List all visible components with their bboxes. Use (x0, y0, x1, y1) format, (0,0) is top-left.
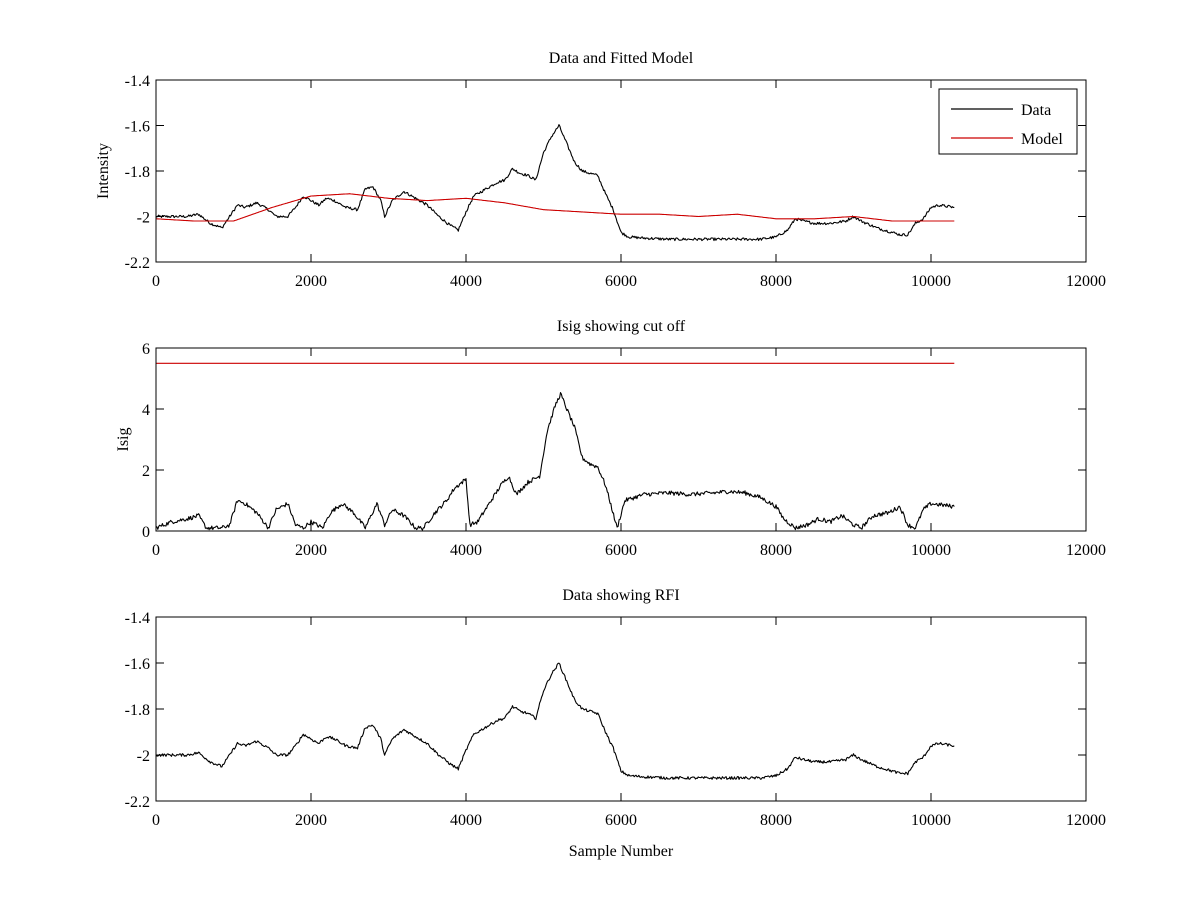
series-group (156, 662, 955, 780)
x-tick-label: 6000 (605, 812, 637, 829)
x-tick-label: 4000 (450, 812, 482, 829)
x-axis-label: Sample Number (569, 843, 674, 860)
legend: Data Model (938, 88, 1078, 155)
x-tick-label: 4000 (450, 273, 482, 290)
x-tick-label: 2000 (295, 812, 327, 829)
x-tick-label: 8000 (760, 542, 792, 559)
x-tick-label: 2000 (295, 542, 327, 559)
x-tick-label: 12000 (1066, 542, 1106, 559)
x-tick-label: 8000 (760, 812, 792, 829)
y-tick-label: 6 (142, 341, 150, 358)
series-line-1 (156, 662, 955, 780)
panel-title: Data and Fitted Model (549, 50, 694, 67)
series-line-data (156, 124, 955, 242)
y-tick-label: -1.6 (125, 656, 150, 673)
y-axis-label: Intensity (95, 143, 112, 199)
legend-label-model: Model (1021, 131, 1063, 148)
x-tick-label: 10000 (911, 812, 951, 829)
x-tick-label: 0 (152, 542, 160, 559)
x-tick-label: 6000 (605, 273, 637, 290)
y-tick-label: -1.4 (125, 73, 150, 90)
y-tick-label: -2.2 (125, 255, 150, 272)
x-tick-label: 4000 (450, 542, 482, 559)
x-tick-label: 0 (152, 273, 160, 290)
x-tick-label: 12000 (1066, 273, 1106, 290)
x-tick-label: 0 (152, 812, 160, 829)
y-tick-label: 2 (142, 463, 150, 480)
series-group (156, 362, 955, 531)
panel-title: Isig showing cut off (557, 318, 686, 335)
y-tick-label: 4 (142, 402, 150, 419)
panels: 0 2000 4000 6000 8000 10000 12000-2.2-2-1.8-1.… (95, 50, 1106, 860)
y-tick-label: -2 (137, 210, 150, 227)
series-line-1 (156, 392, 955, 531)
panel-3: 0 2000 4000 6000 8000 10000 12000 -2.2 -2 -1.8 -1.… (125, 587, 1106, 860)
x-tick-label: 6000 (605, 542, 637, 559)
y-tick-label: 0 (142, 524, 150, 541)
series-line-model (156, 193, 955, 222)
x-tick-label: 10000 (911, 542, 951, 559)
y-tick-label: -2 (137, 748, 150, 765)
y-axis-label: Isig (115, 428, 132, 452)
series-group (156, 124, 955, 242)
y-tick-label: -1.8 (125, 702, 150, 719)
y-tick-label: -1.4 (125, 610, 150, 627)
y-tick-label: -1.6 (125, 119, 150, 136)
y-tick-label: -2.2 (125, 794, 150, 811)
panel-2: 0 2000 4000 6000 8000 10000 12000 0 2 4 6 Isig show… (115, 318, 1106, 559)
legend-box (938, 88, 1078, 155)
x-tick-label: 2000 (295, 273, 327, 290)
panel-title: Data showing RFI (562, 587, 679, 604)
panel-1: 0 2000 4000 6000 8000 10000 12000 -2.2 -2 -1.8 -1.… (95, 50, 1106, 290)
x-tick-label: 10000 (911, 273, 951, 290)
legend-label-data: Data (1021, 102, 1051, 119)
x-tick-label: 12000 (1066, 812, 1106, 829)
y-tick-label: -1.8 (125, 164, 150, 181)
x-tick-label: 8000 (760, 273, 792, 290)
